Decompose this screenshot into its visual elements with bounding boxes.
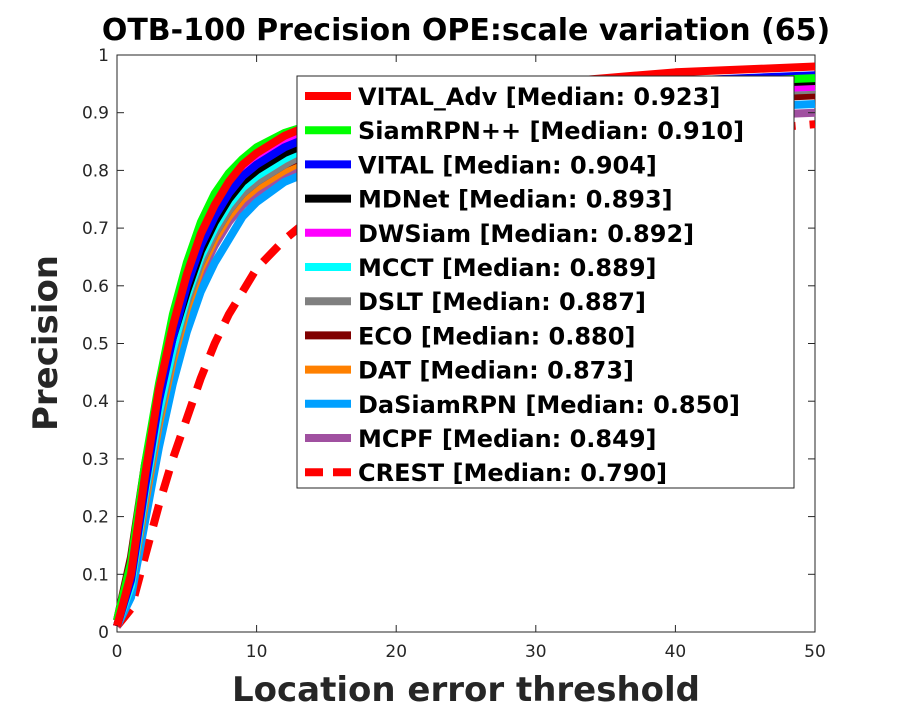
legend-label-9: DaSiamRPN [Median: 0.850] [358, 391, 740, 419]
legend-label-2: VITAL [Median: 0.904] [358, 151, 657, 179]
y-tick-label: 1 [98, 46, 109, 66]
legend-label-10: MCPF [Median: 0.849] [358, 425, 657, 453]
legend-label-7: ECO [Median: 0.880] [358, 322, 635, 350]
chart-title: OTB-100 Precision OPE:scale variation (6… [102, 13, 830, 48]
y-tick-label: 0.4 [82, 392, 109, 412]
y-tick-label: 0.2 [82, 508, 109, 528]
legend-label-8: DAT [Median: 0.873] [358, 357, 634, 385]
x-tick-label: 10 [246, 642, 268, 662]
legend-label-6: DSLT [Median: 0.887] [358, 288, 646, 316]
legend-label-3: MDNet [Median: 0.893] [358, 186, 673, 214]
x-tick-label: 40 [665, 642, 687, 662]
legend: VITAL_Adv [Median: 0.923] SiamRPN++ [Medi… [296, 75, 795, 489]
x-tick-label: 0 [112, 642, 123, 662]
x-tick-label: 20 [385, 642, 407, 662]
y-tick-label: 0.9 [82, 104, 109, 124]
legend-label-1: SiamRPN++ [Median: 0.910] [358, 117, 744, 145]
x-tick-label: 30 [525, 642, 547, 662]
x-tick-label: 50 [804, 642, 826, 662]
legend-label-0: VITAL_Adv [Median: 0.923] [358, 83, 720, 111]
legend-label-4: DWSiam [Median: 0.892] [358, 220, 694, 248]
ticks-layer: 0 10 20 30 40 50 0 0.1 0.2 0.3 0.4 0.5 0.6 0.7 0.8 0.9 1 [82, 46, 826, 662]
y-tick-label: 0.5 [82, 335, 109, 355]
y-axis-title: Precision [26, 255, 66, 431]
y-tick-label: 0.6 [82, 277, 109, 297]
legend-label-11: CREST [Median: 0.790] [358, 459, 667, 487]
x-axis-title: Location error threshold [232, 670, 700, 710]
y-tick-label: 0 [98, 623, 109, 643]
y-tick-label: 0.7 [82, 219, 109, 239]
y-tick-label: 0.3 [82, 450, 109, 470]
legend-label-5: MCCT [Median: 0.889] [358, 254, 657, 282]
legend-box [296, 75, 795, 489]
y-tick-label: 0.8 [82, 161, 109, 181]
y-tick-label: 0.1 [82, 565, 109, 585]
legend-items: VITAL_Adv [Median: 0.923] SiamRPN++ [Medi… [305, 83, 744, 487]
